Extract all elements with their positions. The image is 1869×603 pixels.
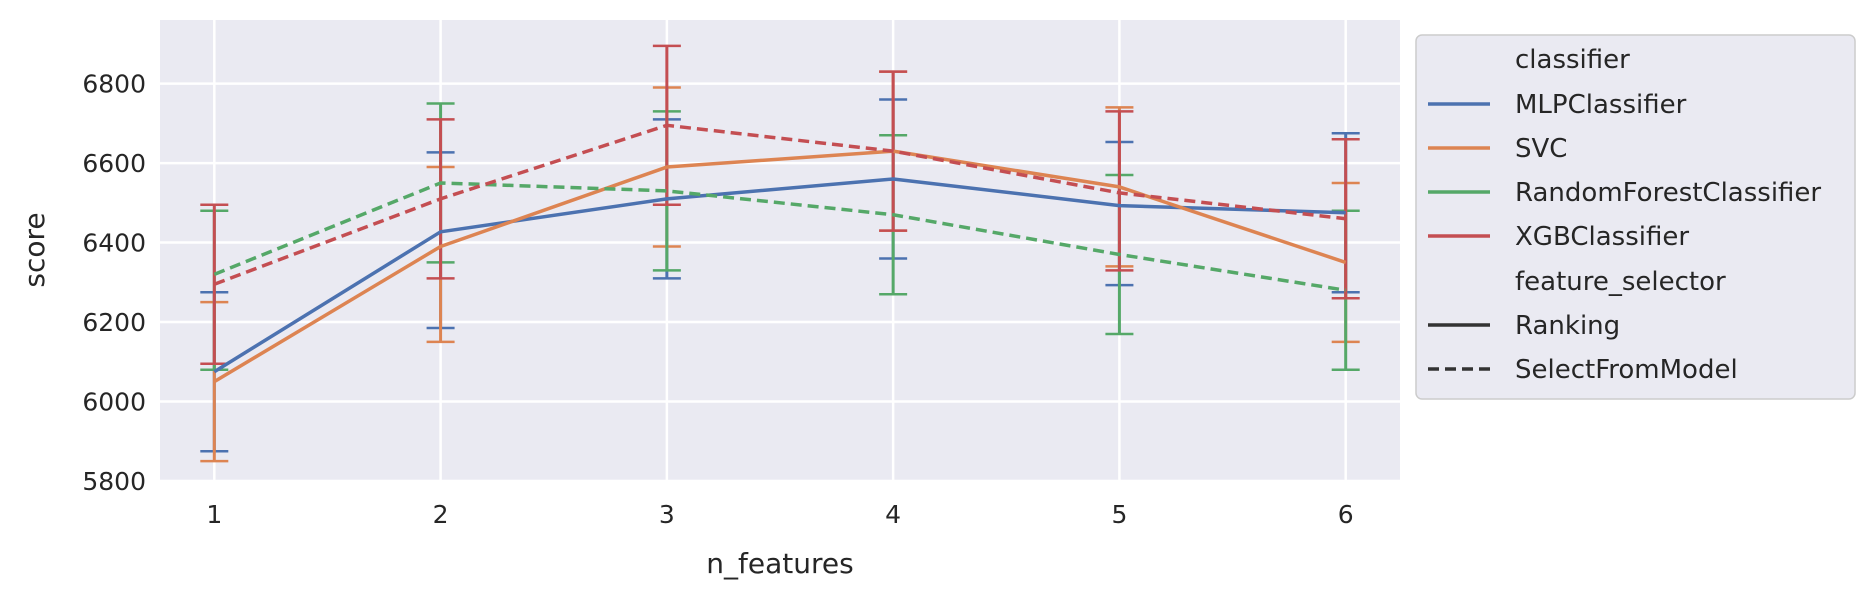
x-tick-3: 3 (659, 500, 675, 529)
y-tick-6200: 6200 (82, 308, 146, 337)
legend-label-svc: SVC (1515, 134, 1567, 164)
series-lines (213, 123, 1347, 384)
y-axis-label: score (18, 212, 51, 287)
legend-label-mlpclassifier: MLPClassifier (1515, 90, 1687, 120)
x-tick-5: 5 (1111, 500, 1127, 529)
legend-label-selectfrommodel: SelectFromModel (1515, 355, 1738, 385)
y-tick-6000: 6000 (82, 388, 146, 417)
legend-frame (1415, 34, 1856, 400)
x-tick-4: 4 (885, 500, 901, 529)
series-line-mlpclassifier (213, 177, 1346, 374)
legend-hue-title: classifier (1515, 45, 1630, 75)
legend-label-randomforestclassifier: RandomForestClassifier (1515, 178, 1821, 208)
y-tick-6800: 6800 (82, 70, 146, 99)
plot-background (160, 20, 1400, 481)
legend: classifier MLPClassifier SVC RandomFores… (1415, 34, 1856, 400)
y-tick-6400: 6400 (82, 229, 146, 258)
x-tick-2: 2 (433, 500, 449, 529)
x-tick-6: 6 (1338, 500, 1354, 529)
legend-style-title: feature_selector (1515, 267, 1726, 297)
series-line-svc (213, 149, 1347, 384)
y-tick-6600: 6600 (82, 149, 146, 178)
legend-label-xgbclassifier: XGBClassifier (1515, 222, 1689, 252)
x-axis-label: n_features (706, 547, 853, 580)
legend-label-ranking: Ranking (1515, 311, 1620, 341)
series-line-xgbclassifier (213, 123, 1346, 286)
series-line-randomforestclassifier (213, 181, 1346, 292)
x-tick-1: 1 (206, 500, 222, 529)
y-tick-labels: 5800 6000 6200 6400 6600 6800 (82, 70, 146, 496)
x-tick-labels: 1 2 3 4 5 6 (206, 500, 1353, 529)
y-tick-5800: 5800 (82, 467, 146, 496)
